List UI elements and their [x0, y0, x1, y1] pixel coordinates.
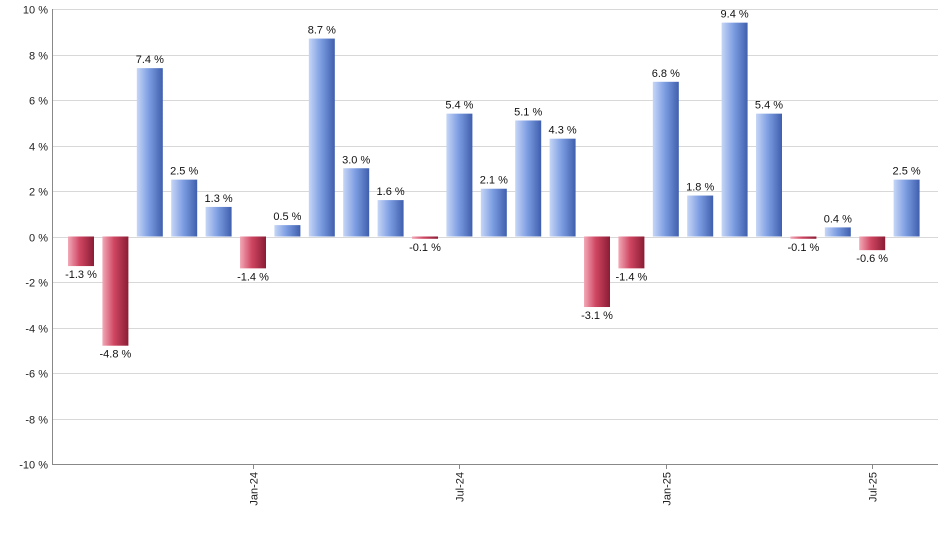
- y-tick-label: 2 %: [29, 187, 48, 199]
- bar: [756, 113, 782, 237]
- data-label: 2.1 %: [480, 175, 508, 187]
- bar: [412, 236, 438, 239]
- bar: [377, 200, 404, 237]
- data-label: -1.3 %: [65, 269, 97, 281]
- data-label: -0.6 %: [856, 253, 888, 265]
- axes: -10 % -8 % -6 % -4 % -2 % 0 % 2 % 4 % 6 % 8 % 10 %…: [19, 5, 938, 506]
- bar: [687, 195, 714, 237]
- x-tick-label: Jan-24: [249, 472, 261, 506]
- bar: [824, 227, 851, 237]
- y-tick-label: 4 %: [29, 142, 48, 154]
- bar: [308, 38, 335, 237]
- bar: [893, 179, 920, 237]
- data-label: -1.4 %: [237, 271, 269, 283]
- y-tick-label: -10 %: [19, 460, 48, 472]
- data-label: 1.8 %: [686, 182, 714, 194]
- bar: [652, 81, 679, 237]
- data-label: 3.0 %: [342, 154, 370, 166]
- data-label: 9.4 %: [721, 9, 749, 21]
- gridlines: [52, 9, 938, 465]
- data-label: -0.1 %: [409, 242, 441, 254]
- data-label: 2.5 %: [170, 166, 198, 178]
- y-tick-label: -8 %: [25, 415, 48, 427]
- bar: [446, 113, 473, 237]
- bar: [240, 236, 266, 269]
- y-tick-label: -6 %: [25, 369, 48, 381]
- data-label: -4.8 %: [100, 349, 132, 361]
- y-tick-label: 8 %: [29, 51, 48, 63]
- bar: [618, 236, 645, 269]
- bar: [721, 22, 748, 237]
- data-label: 5.4 %: [445, 100, 473, 112]
- bar: [584, 236, 610, 308]
- bar: [515, 120, 542, 237]
- data-label: 1.6 %: [377, 186, 405, 198]
- bar: [859, 236, 886, 251]
- x-tick-label: Jan-25: [662, 472, 674, 506]
- x-tick-label: Jul-25: [868, 472, 880, 502]
- data-label: -0.1 %: [788, 242, 820, 254]
- data-label: 5.1 %: [514, 106, 542, 118]
- bar: [343, 168, 370, 237]
- bar: [68, 236, 94, 267]
- bars: [68, 22, 920, 346]
- data-label: 8.7 %: [308, 25, 336, 37]
- data-labels: -1.3 % -4.8 % 7.4 % 2.5 % 1.3 % -1.4 % 0.5 % 8.…: [65, 9, 921, 361]
- data-label: 4.3 %: [549, 125, 577, 137]
- y-tick-label: 6 %: [29, 96, 48, 108]
- bar: [480, 188, 507, 237]
- data-label: -3.1 %: [581, 310, 613, 322]
- data-label: 7.4 %: [136, 54, 164, 66]
- y-tick-label: -4 %: [25, 324, 48, 336]
- data-label: 2.5 %: [893, 166, 921, 178]
- bar: [102, 236, 129, 346]
- data-label: 1.3 %: [205, 193, 233, 205]
- y-tick-label: -2 %: [25, 278, 48, 290]
- y-tick-label: 0 %: [29, 233, 48, 245]
- data-label: 0.5 %: [273, 211, 301, 223]
- bar: [171, 179, 198, 237]
- data-label: 5.4 %: [755, 100, 783, 112]
- bar: [136, 68, 163, 237]
- data-label: 6.8 %: [652, 68, 680, 80]
- bar: [549, 138, 576, 237]
- data-label: -1.4 %: [616, 271, 648, 283]
- data-label: 0.4 %: [824, 213, 852, 225]
- x-tick-label: Jul-24: [455, 472, 467, 502]
- bar: [790, 236, 817, 239]
- y-tick-label: 10 %: [23, 5, 48, 17]
- bar: [274, 225, 301, 237]
- bar: [205, 206, 232, 237]
